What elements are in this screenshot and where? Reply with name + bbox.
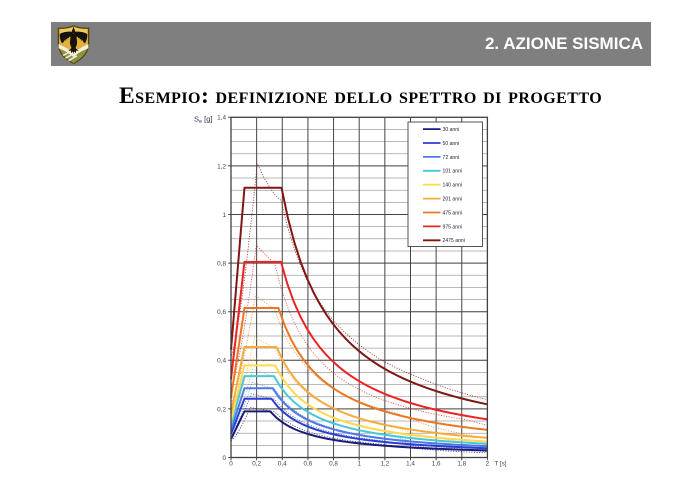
svg-text:1,2: 1,2 [380,461,389,468]
svg-text:1,4: 1,4 [217,115,226,122]
svg-text:140 anni: 140 anni [443,183,463,189]
svg-text:72 anni: 72 anni [443,155,460,161]
svg-text:975 anni: 975 anni [443,224,463,230]
svg-text:1,4: 1,4 [406,461,415,468]
svg-text:0: 0 [222,455,226,462]
svg-text:0,8: 0,8 [329,461,338,468]
svg-text:0,4: 0,4 [278,461,287,468]
svg-text:1,2: 1,2 [217,163,226,170]
svg-text:1,8: 1,8 [457,461,466,468]
svg-text:2: 2 [486,461,490,468]
svg-text:50 anni: 50 anni [443,141,460,147]
svg-text:475 anni: 475 anni [443,210,463,216]
svg-text:0: 0 [229,461,233,468]
svg-text:T [s]: T [s] [494,461,506,468]
svg-text:101 anni: 101 anni [443,169,463,175]
svg-text:2475 anni: 2475 anni [443,238,465,244]
svg-text:1: 1 [357,461,361,468]
svg-text:0,6: 0,6 [304,461,313,468]
svg-text:0,2: 0,2 [217,406,226,413]
svg-text:Se [g]: Se [g] [194,115,213,126]
svg-text:1: 1 [222,212,226,219]
svg-text:0,2: 0,2 [252,461,261,468]
svg-text:1,6: 1,6 [432,461,441,468]
svg-text:0,8: 0,8 [217,261,226,268]
svg-text:30 anni: 30 anni [443,127,460,133]
svg-text:201 anni: 201 anni [443,197,463,203]
svg-text:0,6: 0,6 [217,309,226,316]
svg-text:0,4: 0,4 [217,358,226,365]
